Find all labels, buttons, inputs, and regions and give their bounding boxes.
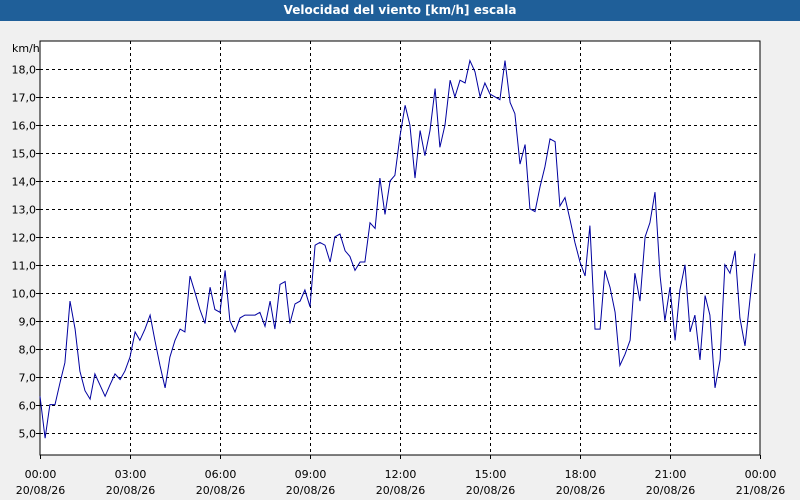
y-tick-label: 5,0 [19,428,37,441]
y-tick-label: 13,0 [12,204,37,217]
chart-title: Velocidad del viento [km/h] escala [283,3,517,17]
x-tick-time-label: 18:00 [565,468,597,481]
y-tick-label: 12,0 [12,232,37,245]
y-axis-ticks: 5,0 6,0 7,0 8,0 9,0 10,0 11,0 12,0 13,0 14,0 15,0 1… [12,64,40,441]
x-tick-date-label: 20/08/26 [106,484,155,497]
x-tick-time-label: 00:00 [745,468,777,481]
y-tick-label: 7,0 [19,372,37,385]
x-tick-date-label: 20/08/26 [556,484,605,497]
y-tick-label: 18,0 [12,64,37,77]
y-tick-label: 6,0 [19,400,37,413]
x-tick-time-label: 15:00 [475,468,507,481]
y-tick-label: 11,0 [12,260,37,273]
grid-lines [40,41,760,455]
x-tick-time-label: 06:00 [205,468,237,481]
y-tick-label: 14,0 [12,176,37,189]
x-tick-date-label: 20/08/26 [196,484,245,497]
wind-speed-chart: 5,0 6,0 7,0 8,0 9,0 10,0 11,0 12,0 13,0 14,0 15,0 1… [12,40,785,497]
y-tick-label: 16,0 [12,120,37,133]
y-tick-label: 9,0 [19,316,37,329]
x-tick-time-label: 12:00 [385,468,417,481]
y-tick-label: 17,0 [12,92,37,105]
wind-speed-line [39,59,756,439]
y-tick-label: 15,0 [12,148,37,161]
x-tick-date-label: 20/08/26 [286,484,335,497]
y-axis-label: km/h [12,42,40,55]
x-tick-date-label: 20/08/26 [466,484,515,497]
x-tick-date-label: 20/08/26 [16,484,65,497]
x-tick-date-label: 21/08/26 [736,484,785,497]
x-tick-date-label: 20/08/26 [646,484,695,497]
x-tick-time-label: 21:00 [655,468,687,481]
y-tick-label: 8,0 [19,344,37,357]
chart-title-bar: Velocidad del viento [km/h] escala [0,0,800,21]
x-tick-date-label: 20/08/26 [376,484,425,497]
x-axis-ticks: 00:00 20/08/26 03:00 20/08/26 06:00 20/08/26 0… [16,455,785,497]
x-tick-time-label: 03:00 [115,468,147,481]
chart-panel: 5,0 6,0 7,0 8,0 9,0 10,0 11,0 12,0 13,0 14,0 15,0 1… [0,21,800,500]
y-tick-label: 10,0 [12,288,37,301]
series-group [39,59,756,439]
x-tick-time-label: 00:00 [25,468,57,481]
x-tick-time-label: 09:00 [295,468,327,481]
